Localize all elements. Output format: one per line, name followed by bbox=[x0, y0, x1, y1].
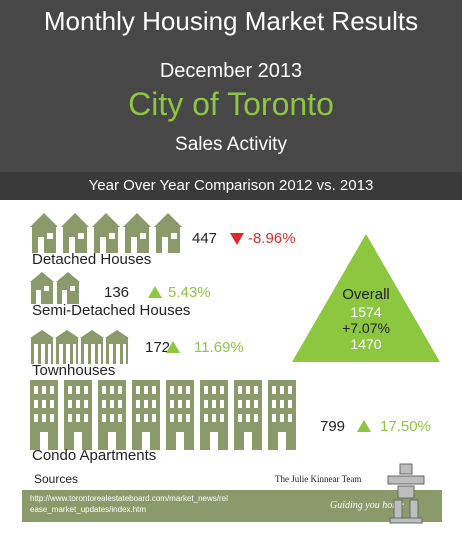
up-arrow-icon bbox=[148, 286, 162, 298]
change-townhouses: 11.69% bbox=[194, 339, 244, 356]
category-label-detached: Detached Houses bbox=[32, 251, 152, 268]
value-detached: 447 bbox=[192, 230, 218, 247]
sources-label: Sources bbox=[34, 472, 79, 486]
change-detached: -8.96% bbox=[248, 230, 296, 247]
footer-bar: http://www.torontorealestateboard.com/ma… bbox=[22, 490, 442, 522]
page-title: Monthly Housing Market Results bbox=[43, 6, 419, 36]
brand-name: The Julie Kinnear Team bbox=[275, 474, 362, 484]
value-condo: 799 bbox=[320, 418, 346, 435]
overall-change: +7.07% bbox=[342, 320, 390, 336]
overall-triangle-icon bbox=[292, 234, 440, 362]
up-arrow-icon bbox=[357, 420, 371, 432]
category-label-semi-detached: Semi-Detached Houses bbox=[32, 302, 191, 319]
townhouse-icon bbox=[30, 330, 129, 364]
category-label-condo: Condo Apartments bbox=[32, 447, 157, 464]
city-name: City of Toronto bbox=[128, 86, 334, 122]
category-label-townhouses: Townhouses bbox=[32, 362, 116, 379]
value-townhouses: 172 bbox=[145, 339, 171, 356]
up-arrow-icon bbox=[166, 341, 180, 353]
section-title: Sales Activity bbox=[175, 134, 287, 155]
change-semi-detached: 5.43% bbox=[168, 284, 211, 301]
header-banner: Monthly Housing Market Results December … bbox=[0, 0, 462, 200]
comparison-banner: Year Over Year Comparison 2012 vs. 2013 bbox=[0, 172, 462, 200]
condo-building-icon bbox=[30, 380, 296, 450]
brand-tagline: Guiding you home bbox=[330, 500, 404, 511]
source-link[interactable]: http://www.torontorealestateboard.com/ma… bbox=[30, 494, 228, 514]
inukshuk-logo-icon bbox=[387, 463, 425, 524]
change-condo: 17.50% bbox=[380, 418, 431, 435]
overall-summary: Overall 1574 +7.07% 1470 bbox=[292, 234, 440, 362]
value-semi-detached: 136 bbox=[104, 284, 130, 301]
overall-label: Overall bbox=[342, 286, 390, 303]
down-arrow-icon bbox=[230, 233, 244, 245]
report-date: December 2013 bbox=[159, 60, 303, 82]
semi-detached-house-icon bbox=[30, 272, 80, 304]
overall-value-2013: 1574 bbox=[350, 304, 382, 320]
detached-house-icon bbox=[30, 213, 182, 253]
overall-value-2012: 1470 bbox=[350, 336, 382, 352]
